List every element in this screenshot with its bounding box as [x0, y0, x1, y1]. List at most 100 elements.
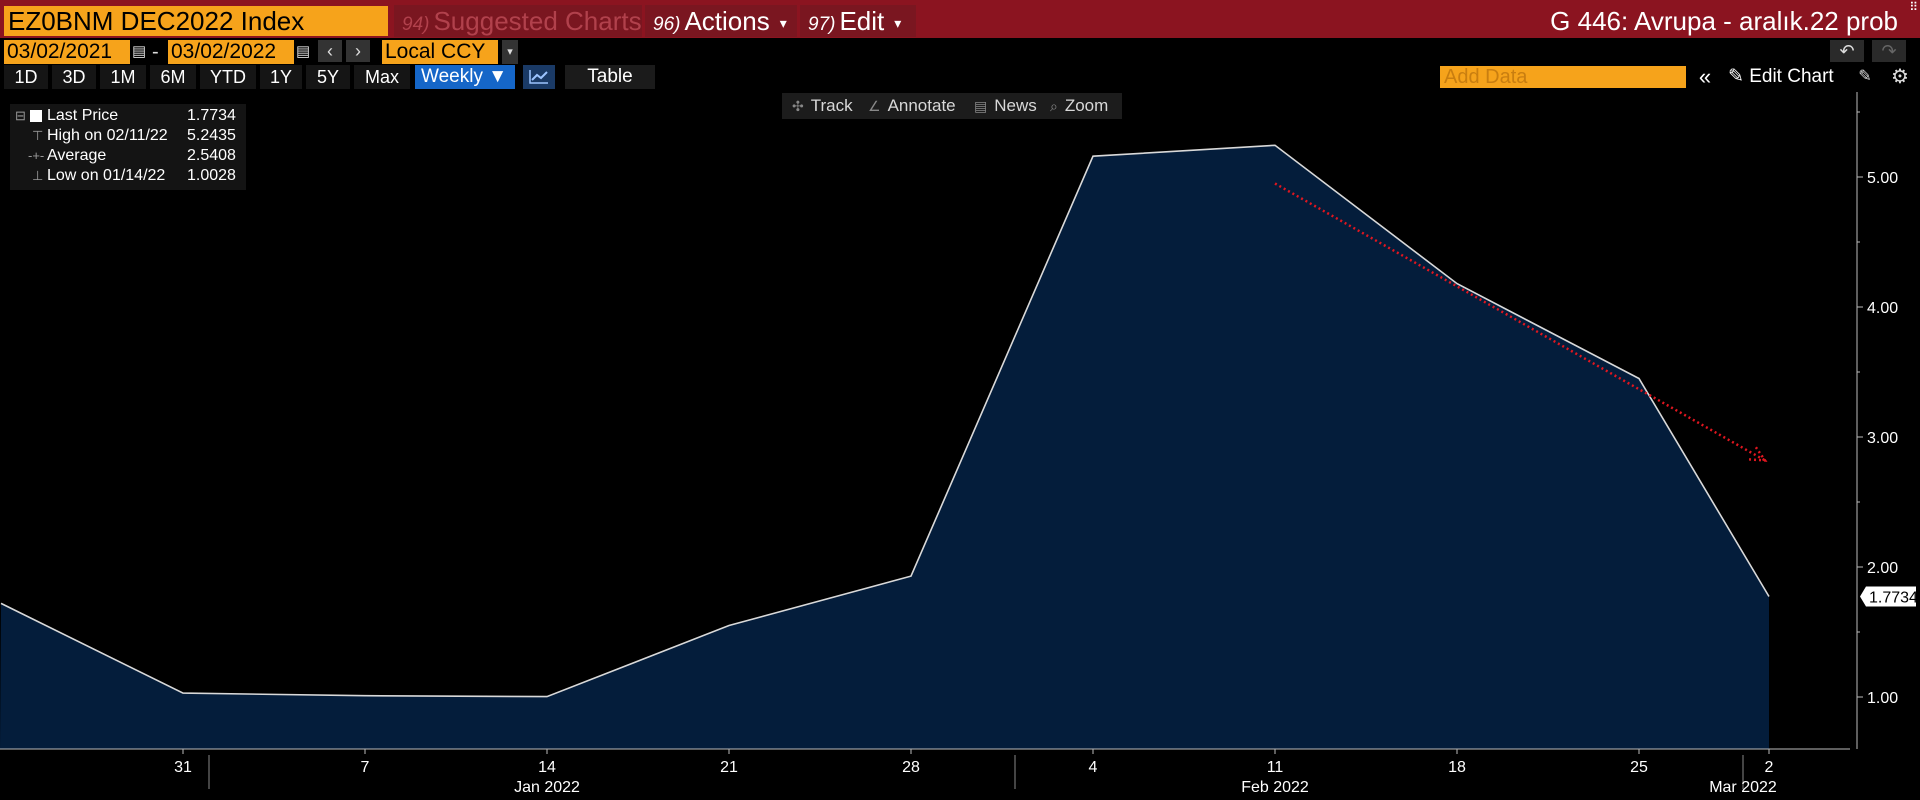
menu-label: Edit [839, 6, 885, 36]
legend-value: 1.7734 [187, 107, 236, 124]
trend-arrow-head [1748, 446, 1768, 462]
menu-number: 94) [402, 14, 430, 35]
menu-number: 97) [808, 14, 836, 35]
period-1m[interactable]: 1M [100, 65, 146, 89]
x-tick-label: 18 [1448, 759, 1466, 776]
legend-label: High on 02/11/22 [47, 127, 168, 144]
gear-icon[interactable]: ⚙ [1891, 66, 1909, 88]
menu-label: Suggested Charts [433, 6, 642, 36]
calendar-icon[interactable]: ▤ [296, 43, 311, 60]
series-line [0, 144, 1770, 698]
chart-toolbar: ✣ Track ∠ Annotate ▤ News ⌕ Zoom [782, 93, 1122, 119]
chevron-right-icon[interactable]: › [346, 40, 370, 62]
legend-label: Low on 01/14/22 [47, 167, 166, 184]
frequency-select[interactable]: Weekly ▼ [415, 65, 515, 89]
calendar-icon[interactable]: ▤ [132, 43, 147, 60]
edit-chart-button[interactable]: ✎ Edit Chart [1728, 65, 1868, 89]
legend-label: Average [47, 147, 107, 164]
x-tick-label: 4 [1089, 759, 1098, 776]
average-marker-icon: -+- [28, 148, 45, 163]
legend-last-price[interactable]: ⊟ Last Price 1.7734 [10, 106, 246, 126]
collapse-box-icon[interactable]: ⊟ [15, 108, 26, 123]
ticker-field[interactable]: EZ0BNM DEC2022 Index [4, 6, 388, 36]
legend-high[interactable]: ⊤ High on 02/11/22 5.2435 [10, 126, 246, 146]
x-tick-label: 25 [1630, 759, 1648, 776]
period-1y[interactable]: 1Y [260, 65, 302, 89]
low-marker-icon: ⊥ [32, 168, 44, 183]
area-fill [0, 145, 1769, 750]
x-tick-label: 14 [538, 759, 556, 776]
chevron-down-icon: ▾ [894, 15, 902, 32]
end-date-field[interactable]: 03/02/2022 [168, 40, 294, 64]
last-value-tag [1860, 586, 1916, 607]
last-value-label: 1.7734 [1869, 589, 1918, 606]
menu-label: Actions [684, 6, 770, 36]
tool-label: News [994, 96, 1037, 115]
legend-value: 1.0028 [187, 167, 236, 184]
legend-low[interactable]: ⊥ Low on 01/14/22 1.0028 [10, 166, 246, 186]
period-max[interactable]: Max [354, 65, 410, 89]
edit-menu[interactable]: 97) Edit ▾ [800, 5, 916, 37]
high-marker-icon: ⊤ [32, 128, 44, 143]
area-layer [0, 144, 1770, 750]
tool-label: Annotate [887, 96, 956, 115]
period-5y[interactable]: 5Y [306, 65, 350, 89]
pen-icon: ∠ [868, 98, 881, 114]
chart-legend: ⊟ Last Price 1.7734 ⊤ High on 02/11/22 5… [10, 104, 246, 190]
period-1d[interactable]: 1D [4, 65, 48, 89]
magnifier-icon: ⌕ [1050, 98, 1058, 114]
suggested-charts-menu[interactable]: 94) Suggested Charts [394, 5, 642, 37]
zoom-tool[interactable]: ⌕ Zoom [1050, 93, 1108, 119]
period-ytd[interactable]: YTD [200, 65, 256, 89]
legend-value: 5.2435 [187, 127, 236, 144]
window-grip-icon[interactable]: ⠿ [1909, 0, 1918, 14]
chevron-down-icon[interactable]: ▾ [502, 40, 518, 64]
x-tick-label: 2 [1765, 759, 1774, 776]
price-chart[interactable]: 1.00 2.00 3.00 4.00 5.00 1.7734 31 7 14 21 28 4 11 1… [0, 92, 1920, 800]
add-data-input[interactable]: Add Data [1440, 66, 1686, 88]
start-date-field[interactable]: 03/02/2021 [4, 40, 130, 64]
pencil-icon: ✎ [1728, 66, 1750, 87]
actions-menu[interactable]: 96) Actions ▾ [645, 5, 797, 37]
series-swatch [30, 110, 42, 122]
x-tick-label: 7 [361, 759, 370, 776]
crosshair-icon: ✣ [792, 98, 804, 114]
y-tick-label: 3.00 [1867, 430, 1898, 447]
period-6m[interactable]: 6M [150, 65, 196, 89]
x-tick-label: 28 [902, 759, 920, 776]
date-separator: - [152, 41, 159, 63]
y-tick-label: 2.00 [1867, 560, 1898, 577]
chevron-left-icon[interactable]: ‹ [318, 40, 342, 62]
x-tick-label: 11 [1267, 759, 1284, 776]
tool-label: Track [810, 96, 853, 115]
undo-icon[interactable]: ↶ [1830, 40, 1864, 62]
currency-select[interactable]: Local CCY [382, 40, 498, 64]
legend-value: 2.5408 [187, 147, 236, 164]
chevron-down-icon: ▾ [779, 15, 787, 32]
period-3d[interactable]: 3D [52, 65, 96, 89]
y-tick-label: 1.00 [1867, 690, 1898, 707]
menu-number: 96) [653, 14, 681, 35]
month-label: Feb 2022 [1241, 779, 1309, 796]
edit-chart-label: Edit Chart [1749, 66, 1834, 87]
y-tick-label: 5.00 [1867, 170, 1898, 187]
legend-average[interactable]: -+- Average 2.5408 [10, 146, 246, 166]
trend-arrow-line [1274, 182, 1766, 462]
month-label: Mar 2022 [1709, 779, 1777, 796]
x-tick-label: 31 [174, 759, 192, 776]
screen-title: G 446: Avrupa - aralık.22 prob [1550, 6, 1898, 36]
line-chart-icon[interactable] [523, 65, 555, 89]
tool-label: Zoom [1064, 96, 1109, 115]
redo-icon[interactable]: ↷ [1872, 40, 1906, 62]
y-axis: 1.00 2.00 3.00 4.00 5.00 1.7734 [1856, 92, 1918, 749]
double-chevron-left-icon[interactable]: « [1698, 64, 1712, 89]
news-icon: ▤ [974, 98, 988, 114]
table-button[interactable]: Table [565, 65, 655, 89]
annotate-tool[interactable]: ∠ Annotate [868, 93, 956, 119]
edit-note-icon[interactable]: ✎ [1858, 68, 1872, 85]
x-tick-label: 21 [720, 759, 738, 776]
track-tool[interactable]: ✣ Track [792, 93, 853, 119]
y-tick-label: 4.00 [1867, 300, 1898, 317]
news-tool[interactable]: ▤ News [974, 93, 1037, 119]
